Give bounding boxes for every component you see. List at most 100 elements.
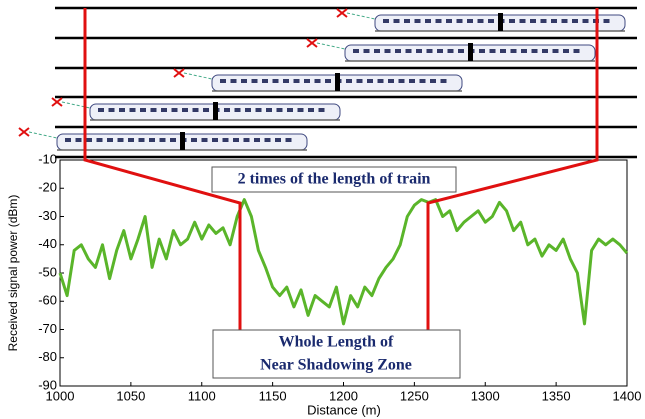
train-window	[230, 79, 237, 83]
train-window	[283, 79, 289, 83]
train-window	[107, 138, 113, 142]
train-window	[140, 108, 146, 112]
y-tick-label: -70	[38, 321, 57, 336]
y-tick-label: -20	[38, 180, 57, 195]
train-window	[395, 49, 401, 53]
train-window	[86, 138, 92, 142]
train-window	[138, 138, 145, 142]
antenna	[335, 73, 340, 91]
train-window	[108, 108, 115, 112]
train-window	[128, 138, 134, 142]
train-window	[241, 79, 247, 83]
x-tick-label: 1200	[329, 388, 358, 403]
annotation: Whole Length of	[279, 334, 394, 351]
train-window	[552, 49, 559, 53]
train-window	[96, 138, 103, 142]
train-window	[243, 138, 250, 142]
train-window	[447, 49, 454, 53]
train-window	[384, 49, 391, 53]
train-window	[488, 19, 494, 23]
x-tick-label: 1400	[613, 388, 642, 403]
train-window	[182, 108, 188, 112]
antenna	[468, 43, 473, 61]
train-window	[356, 79, 363, 83]
train-window	[561, 19, 568, 23]
train-window	[425, 19, 431, 23]
train-window	[254, 138, 260, 142]
train-window	[150, 108, 157, 112]
train-window	[149, 138, 155, 142]
train-window	[603, 19, 610, 23]
train-window	[437, 49, 443, 53]
train	[306, 38, 596, 62]
y-tick-label: -10	[38, 151, 57, 166]
train-window	[276, 108, 283, 112]
train-window	[245, 108, 251, 112]
annotation: 2 times of the length of train	[238, 171, 431, 188]
train-window	[551, 19, 557, 23]
train-window	[171, 108, 178, 112]
train-window	[65, 138, 71, 142]
train-window	[383, 19, 389, 23]
x-tick-label: 1150	[259, 388, 287, 403]
train-window	[262, 79, 268, 83]
train	[336, 8, 626, 32]
train-window	[98, 108, 104, 112]
train-window	[446, 19, 452, 23]
train-window	[430, 79, 436, 83]
train-window	[161, 108, 167, 112]
train-window	[409, 79, 415, 83]
y-tick-label: -60	[38, 293, 57, 308]
train-window	[521, 49, 527, 53]
train-window	[191, 138, 197, 142]
train-window	[456, 19, 463, 23]
train-window	[75, 138, 82, 142]
train-window	[314, 79, 321, 83]
y-tick-label: -40	[38, 236, 57, 251]
train-window	[530, 19, 536, 23]
y-tick-label: -30	[38, 208, 57, 223]
y-tick-label: -50	[38, 264, 57, 279]
train-window	[297, 108, 304, 112]
train-window	[377, 79, 384, 83]
shadow-zone-lines	[83, 8, 599, 330]
train-window	[266, 108, 272, 112]
transmitter	[306, 38, 318, 48]
train-window	[435, 19, 442, 23]
train-window	[393, 19, 400, 23]
train-window	[404, 19, 410, 23]
train	[18, 127, 308, 151]
antenna	[213, 102, 218, 120]
train-window	[234, 108, 241, 112]
train-window	[325, 79, 331, 83]
train-window	[272, 79, 279, 83]
train-window	[489, 49, 496, 53]
train-window	[304, 79, 310, 83]
train-window	[287, 108, 293, 112]
train-window	[414, 19, 421, 23]
train-window	[458, 49, 464, 53]
train-window	[220, 79, 226, 83]
train-window	[275, 138, 281, 142]
train-window	[531, 49, 538, 53]
x-tick-label: 1100	[188, 388, 216, 403]
train-window	[203, 108, 209, 112]
x-axis-label: Distance (m)	[307, 402, 381, 417]
train-window	[201, 138, 208, 142]
train-window	[477, 19, 484, 23]
transmitter	[51, 97, 63, 107]
train-window	[224, 108, 230, 112]
train-window	[426, 49, 433, 53]
train-window	[255, 108, 262, 112]
train-window	[573, 49, 580, 53]
train-window	[572, 19, 578, 23]
train-window	[117, 138, 124, 142]
train-window	[212, 138, 218, 142]
train-window	[416, 49, 422, 53]
antenna	[180, 132, 185, 150]
x-tick-label: 1300	[471, 388, 500, 403]
train-window	[479, 49, 485, 53]
train-window	[159, 138, 166, 142]
